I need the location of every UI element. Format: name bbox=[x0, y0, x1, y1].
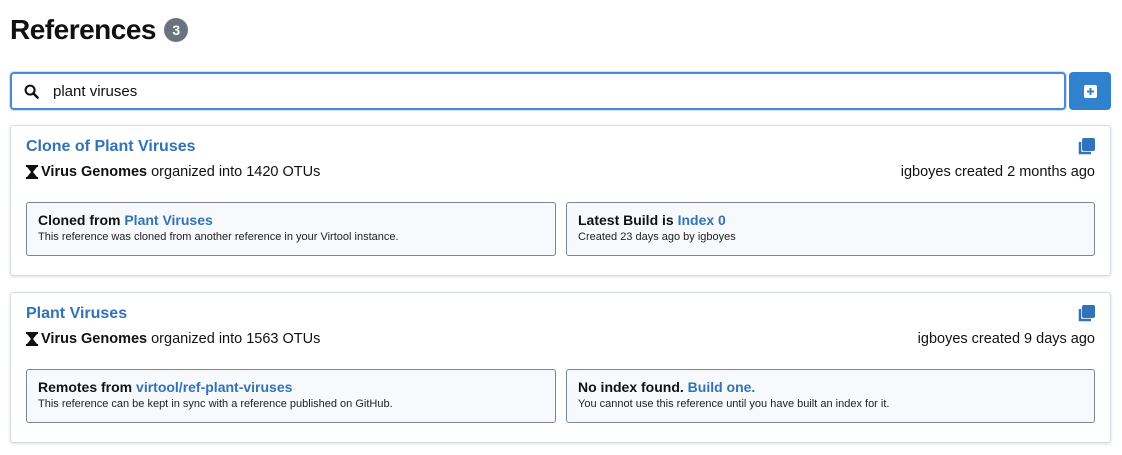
title-text: References bbox=[10, 14, 156, 45]
origin-link[interactable]: Plant Viruses bbox=[124, 212, 213, 228]
search-input[interactable] bbox=[53, 82, 953, 100]
build-description: You cannot use this reference until you … bbox=[578, 398, 890, 410]
origin-link[interactable]: virtool/ref-plant-viruses bbox=[136, 379, 293, 395]
search-icon bbox=[24, 84, 39, 99]
hourglass-icon bbox=[26, 165, 38, 179]
count-badge: 3 bbox=[163, 18, 188, 42]
build-link[interactable]: Build one. bbox=[687, 379, 756, 395]
data-type: Virus Genomes bbox=[41, 331, 148, 347]
reference-card: Clone of Plant Viruses Virus Genomes orga… bbox=[10, 125, 1111, 276]
copy-icon bbox=[1078, 305, 1095, 322]
reference-name-link[interactable]: Plant Viruses bbox=[26, 305, 128, 322]
otu-count: organized into 1420 OTUs bbox=[151, 164, 321, 180]
add-reference-button[interactable] bbox=[1069, 72, 1111, 110]
origin-panel: Cloned from Plant Viruses This reference… bbox=[26, 202, 556, 256]
origin-label: Cloned from bbox=[38, 212, 121, 228]
hourglass-icon bbox=[26, 332, 38, 346]
clone-button[interactable] bbox=[1078, 305, 1095, 327]
reference-card: Plant Viruses Virus Genomes organized int… bbox=[10, 292, 1111, 443]
otu-count: organized into 1563 OTUs bbox=[151, 331, 321, 347]
origin-label: Remotes from bbox=[38, 379, 133, 395]
origin-panel: Remotes from virtool/ref-plant-viruses T… bbox=[26, 369, 556, 423]
build-description: Created 23 days ago by igboyes bbox=[578, 231, 736, 243]
created-info: igboyes created 9 days ago bbox=[917, 331, 1095, 347]
build-label: No index found. bbox=[578, 379, 684, 395]
page-title: References 3 bbox=[10, 14, 188, 46]
reference-meta: Virus Genomes organized into 1420 OTUs bbox=[26, 164, 320, 180]
origin-description: This reference can be kept in sync with … bbox=[38, 398, 393, 410]
plus-square-icon bbox=[1083, 84, 1097, 98]
reference-meta: Virus Genomes organized into 1563 OTUs bbox=[26, 331, 320, 347]
copy-icon bbox=[1078, 138, 1095, 155]
clone-button[interactable] bbox=[1078, 138, 1095, 160]
build-panel: No index found. Build one. You cannot us… bbox=[566, 369, 1095, 423]
build-link[interactable]: Index 0 bbox=[677, 212, 726, 228]
data-type: Virus Genomes bbox=[41, 164, 148, 180]
origin-description: This reference was cloned from another r… bbox=[38, 231, 399, 243]
search-field[interactable] bbox=[10, 72, 1066, 110]
created-info: igboyes created 2 months ago bbox=[900, 164, 1095, 180]
reference-name-link[interactable]: Clone of Plant Viruses bbox=[26, 138, 196, 155]
build-label: Latest Build is bbox=[578, 212, 674, 228]
build-panel: Latest Build is Index 0 Created 23 days … bbox=[566, 202, 1095, 256]
